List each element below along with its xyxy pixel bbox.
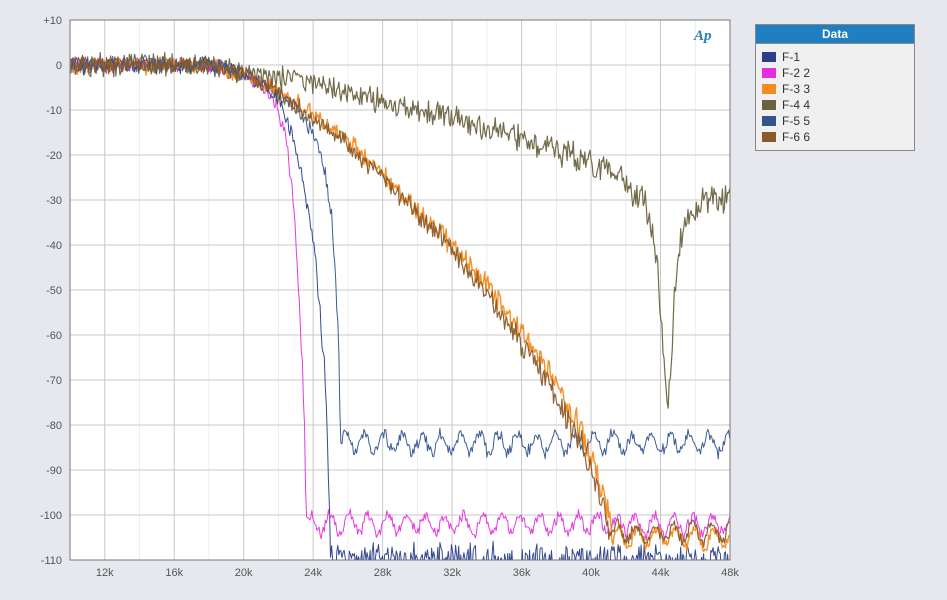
svg-text:-70: -70 bbox=[46, 375, 62, 387]
svg-text:-10: -10 bbox=[46, 105, 62, 117]
legend: Data F-1 F-2 2 F-3 3 F-4 4 F-5 5 F-6 6 bbox=[755, 24, 915, 151]
svg-text:44k: 44k bbox=[652, 567, 670, 579]
svg-text:-20: -20 bbox=[46, 150, 62, 162]
svg-text:48k: 48k bbox=[721, 567, 739, 579]
svg-text:-110: -110 bbox=[41, 555, 62, 567]
svg-text:20k: 20k bbox=[235, 567, 253, 579]
legend-swatch bbox=[762, 52, 776, 62]
legend-label: F-5 5 bbox=[782, 114, 810, 128]
svg-text:24k: 24k bbox=[304, 567, 322, 579]
legend-swatch bbox=[762, 132, 776, 142]
svg-text:16k: 16k bbox=[165, 567, 183, 579]
legend-label: F-3 3 bbox=[782, 82, 810, 96]
svg-text:28k: 28k bbox=[374, 567, 392, 579]
svg-text:-80: -80 bbox=[46, 420, 62, 432]
legend-swatch bbox=[762, 116, 776, 126]
legend-label: F-6 6 bbox=[782, 130, 810, 144]
legend-item: F-3 3 bbox=[762, 82, 908, 96]
legend-title: Data bbox=[756, 25, 914, 44]
svg-text:36k: 36k bbox=[513, 567, 531, 579]
legend-item: F-4 4 bbox=[762, 98, 908, 112]
legend-label: F-2 2 bbox=[782, 66, 810, 80]
svg-text:12k: 12k bbox=[96, 567, 114, 579]
legend-label: F-4 4 bbox=[782, 98, 810, 112]
legend-item: F-2 2 bbox=[762, 66, 908, 80]
legend-swatch bbox=[762, 100, 776, 110]
svg-text:40k: 40k bbox=[582, 567, 600, 579]
svg-text:32k: 32k bbox=[443, 567, 461, 579]
svg-text:-40: -40 bbox=[46, 240, 62, 252]
svg-text:-90: -90 bbox=[46, 465, 62, 477]
legend-item: F-6 6 bbox=[762, 130, 908, 144]
legend-label: F-1 bbox=[782, 50, 800, 64]
legend-swatch bbox=[762, 84, 776, 94]
legend-item: F-5 5 bbox=[762, 114, 908, 128]
svg-text:-100: -100 bbox=[40, 510, 62, 522]
svg-text:0: 0 bbox=[56, 60, 62, 72]
legend-item: F-1 bbox=[762, 50, 908, 64]
legend-items: F-1 F-2 2 F-3 3 F-4 4 F-5 5 F-6 6 bbox=[756, 44, 914, 150]
svg-text:-50: -50 bbox=[46, 285, 62, 297]
legend-swatch bbox=[762, 68, 776, 78]
svg-text:-30: -30 bbox=[46, 195, 62, 207]
ap-logo-icon: Ap bbox=[694, 28, 712, 45]
svg-text:+10: +10 bbox=[43, 15, 62, 27]
svg-text:-60: -60 bbox=[46, 330, 62, 342]
